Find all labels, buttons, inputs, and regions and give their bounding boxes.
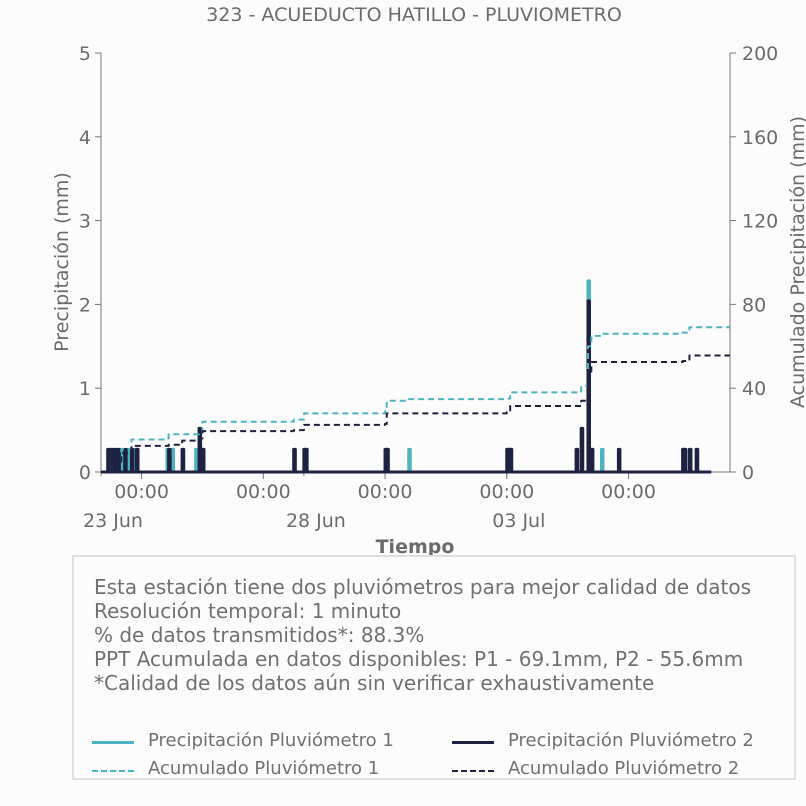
y2-tick-label-4: 160: [742, 127, 778, 149]
y2-tick-label-5: 200: [742, 43, 778, 65]
info-box: Esta estación tiene dos pluviómetros par…: [72, 555, 796, 780]
y2-tick-label-1: 40: [742, 378, 766, 400]
series-accum-2: [101, 354, 730, 473]
y2-tick-label-2: 80: [742, 294, 766, 316]
legend-label-accum-1: Acumulado Pluviómetro 1: [148, 758, 380, 779]
legend-swatch-precip-1: [92, 741, 134, 744]
series-accum-1: [101, 326, 730, 473]
x-date-label-1: 28 Jun: [286, 510, 346, 532]
x-axis-label: Tiempo: [376, 536, 455, 558]
legend-label-precip-1: Precipitación Pluviómetro 1: [148, 730, 394, 751]
note-accumulated: PPT Acumulada en datos disponibles: P1 -…: [94, 647, 744, 671]
legend-swatch-accum-2: [452, 770, 494, 772]
y-tick-label-0: 0: [79, 462, 91, 484]
chart-title: 323 - ACUEDUCTO HATILLO - PLUVIOMETRO: [206, 4, 622, 26]
legend-label-accum-2: Acumulado Pluviómetro 2: [508, 758, 740, 779]
y-tick-label-4: 4: [79, 127, 91, 149]
note-quality: *Calidad de los datos aún sin verificar …: [94, 671, 655, 695]
series-precip-2: [101, 299, 712, 474]
plot-area: 0 1 2 3 4 5 0 40 80 120 160 200 00:00 00:00 00:00 00:00…: [79, 43, 778, 532]
y-axis-label: Precipitación (mm): [51, 172, 73, 352]
note-transmitted: % de datos transmitidos*: 88.3%: [94, 623, 425, 647]
y-tick-label-5: 5: [79, 43, 91, 65]
x-tick-label-0: 00:00: [114, 481, 169, 503]
note-resolution: Resolución temporal: 1 minuto: [94, 599, 402, 623]
x-date-label-0: 23 Jun: [83, 510, 143, 532]
series-precip-1: [101, 279, 712, 474]
y-tick-label-1: 1: [79, 378, 91, 400]
x-tick-label-3: 00:00: [479, 481, 534, 503]
x-tick-label-1: 00:00: [236, 481, 291, 503]
note-dual-gauge: Esta estación tiene dos pluviómetros par…: [94, 575, 752, 599]
y2-tick-label-0: 0: [742, 462, 754, 484]
legend-label-precip-2: Precipitación Pluviómetro 2: [508, 730, 754, 751]
x-tick-label-4: 00:00: [601, 481, 656, 503]
x-tick-label-2: 00:00: [358, 481, 413, 503]
y2-tick-label-3: 120: [742, 211, 778, 233]
legend-swatch-precip-2: [452, 741, 494, 744]
legend-swatch-accum-1: [92, 770, 134, 772]
y-tick-label-3: 3: [79, 211, 91, 233]
y-tick-label-2: 2: [79, 294, 91, 316]
y2-axis-label: Acumulado Precipitación (mm): [787, 116, 806, 408]
x-date-label-2: 03 Jul: [492, 510, 545, 532]
